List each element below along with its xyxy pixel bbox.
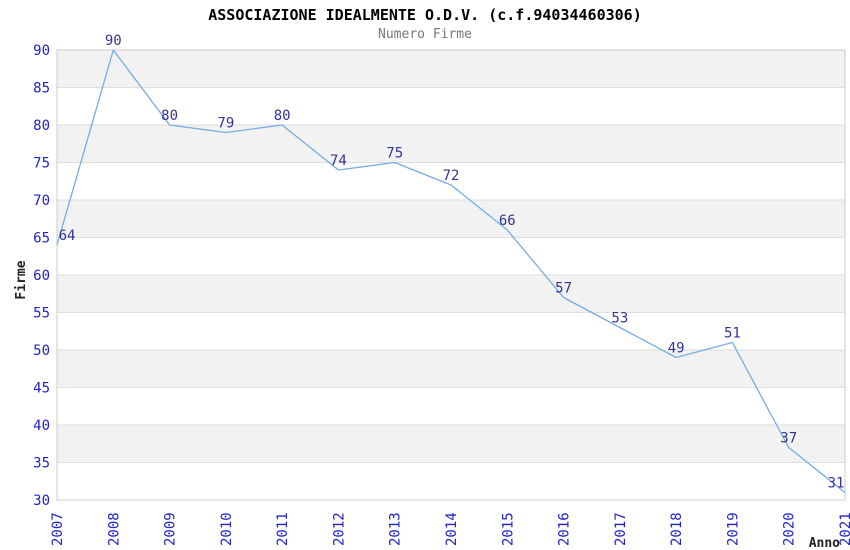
y-tick-label: 85	[33, 81, 50, 97]
data-label-2021: 31	[828, 476, 845, 492]
data-label-2009: 80	[161, 108, 178, 124]
x-axis-title: Anno	[809, 536, 840, 550]
x-tick-label: 2007	[50, 512, 66, 546]
x-tick-label: 2012	[331, 512, 347, 546]
x-tick-label: 2009	[163, 512, 179, 546]
y-tick-label: 65	[33, 231, 50, 247]
y-tick-label: 55	[33, 306, 50, 322]
plot-band	[57, 425, 845, 463]
y-tick-label: 50	[33, 343, 50, 359]
data-label-2007: 64	[59, 228, 76, 244]
x-tick-label: 2021	[838, 512, 850, 546]
chart-line	[56, 49, 846, 494]
data-label-2013: 75	[386, 146, 403, 162]
x-tick-label: 2008	[106, 512, 122, 546]
x-tick-label: 2020	[782, 512, 798, 546]
data-label-2019: 51	[724, 326, 741, 342]
data-label-2014: 72	[443, 168, 460, 184]
data-label-2012: 74	[330, 153, 347, 169]
data-label-2015: 66	[499, 213, 516, 229]
plot-band	[57, 200, 845, 238]
data-label-2017: 53	[611, 311, 628, 327]
x-tick-label: 2013	[388, 512, 404, 546]
plot-band	[57, 50, 845, 88]
x-tick-label: 2014	[444, 512, 460, 546]
x-tick-label: 2018	[669, 512, 685, 546]
data-label-2016: 57	[555, 281, 572, 297]
y-tick-label: 70	[33, 193, 50, 209]
data-label-2008: 90	[105, 33, 122, 49]
x-tick-label: 2015	[500, 512, 516, 546]
y-tick-label: 75	[33, 156, 50, 172]
y-tick-label: 40	[33, 418, 50, 434]
y-axis-title: Firme	[14, 260, 29, 299]
y-tick-label: 30	[33, 493, 50, 509]
x-tick-label: 2010	[219, 512, 235, 546]
data-label-2020: 37	[780, 431, 797, 447]
chart-subtitle: Numero Firme	[378, 27, 472, 42]
y-tick-label: 35	[33, 456, 50, 472]
y-tick-label: 90	[33, 43, 50, 59]
x-tick-label: 2019	[725, 512, 741, 546]
plot-band	[57, 275, 845, 313]
x-tick-label: 2016	[557, 512, 573, 546]
plot-border	[56, 49, 846, 501]
data-label-2011: 80	[274, 108, 291, 124]
x-tick-label: 2017	[613, 512, 629, 546]
data-label-2010: 79	[217, 116, 234, 132]
plot-band	[57, 350, 845, 388]
plot-band	[57, 125, 845, 163]
y-tick-label: 60	[33, 268, 50, 284]
chart-title: ASSOCIAZIONE IDEALMENTE O.D.V. (c.f.9403…	[208, 6, 642, 24]
y-tick-label: 45	[33, 381, 50, 397]
data-label-2018: 49	[668, 341, 685, 357]
x-tick-label: 2011	[275, 512, 291, 546]
y-tick-label: 80	[33, 118, 50, 134]
